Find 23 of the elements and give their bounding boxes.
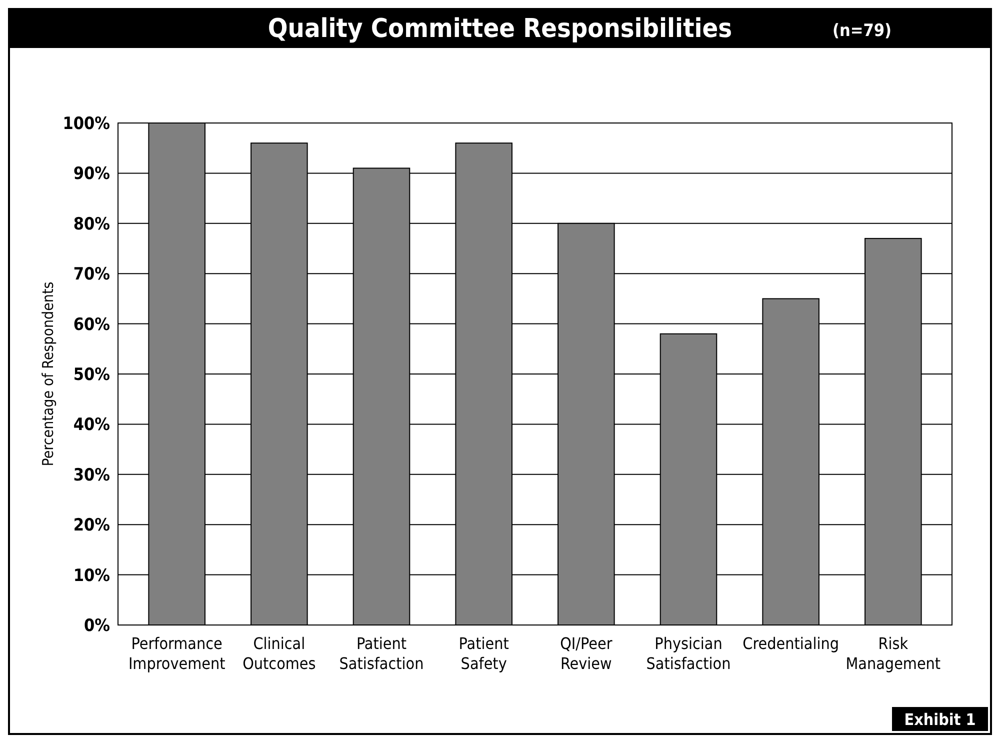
x-tick-label: Patient Satisfaction [339, 634, 424, 673]
x-tick-label: Performance Improvement [128, 634, 226, 673]
y-tick-label: 0% [84, 616, 110, 636]
x-tick-label: QI/Peer Review [560, 634, 612, 673]
y-tick-label: 30% [73, 465, 110, 486]
x-tick-label: Risk Management [846, 634, 941, 673]
y-tick-label: 70% [73, 264, 110, 285]
y-tick-label: 10% [73, 566, 110, 586]
x-tick-label: Physician Satisfaction [646, 634, 731, 673]
x-tick-label: Patient Safety [458, 634, 510, 673]
y-tick-label: 20% [73, 516, 110, 536]
y-tick-label: 100% [62, 114, 110, 134]
y-tick-label: 90% [73, 164, 110, 184]
y-tick-label: 80% [73, 214, 110, 234]
chart-subtitle: (n=79) [832, 21, 892, 41]
y-axis-title: Percentage of Respondents [39, 282, 57, 466]
y-tick-label: 50% [73, 364, 110, 385]
y-tick-label: 40% [73, 415, 110, 436]
x-tick-label: Clinical Outcomes [242, 634, 316, 673]
chart-title: Quality Committee Responsibilities [268, 14, 732, 44]
text: Exhibit 1 [904, 710, 976, 729]
x-tick-label: Credentialing [742, 634, 839, 653]
y-tick-label: 60% [73, 314, 110, 335]
